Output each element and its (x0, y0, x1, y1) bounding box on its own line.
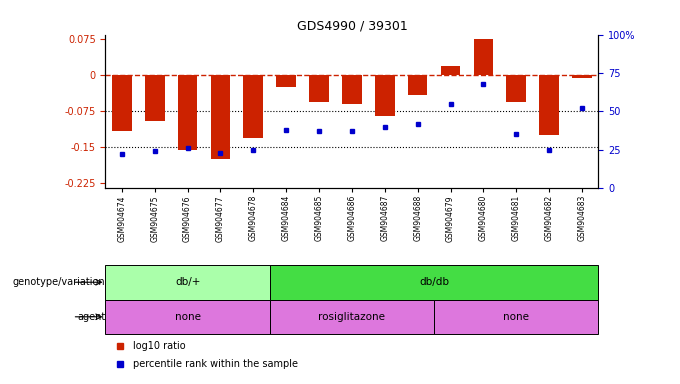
Title: GDS4990 / 39301: GDS4990 / 39301 (296, 19, 407, 32)
Text: agent: agent (77, 312, 105, 322)
Bar (105, 265, 270, 300)
Text: db/db: db/db (419, 277, 449, 287)
Bar (177, 75, 197, 150)
Text: db/+: db/+ (175, 277, 200, 287)
Bar (105, 300, 270, 334)
Bar (408, 75, 428, 94)
Bar (342, 75, 362, 104)
Bar (112, 75, 132, 131)
Bar (211, 75, 231, 159)
Text: none: none (503, 312, 529, 322)
Bar (270, 265, 598, 300)
Text: log10 ratio: log10 ratio (133, 341, 185, 351)
Text: percentile rank within the sample: percentile rank within the sample (133, 359, 298, 369)
Text: rosiglitazone: rosiglitazone (318, 312, 386, 322)
Bar (375, 75, 394, 116)
Bar (434, 300, 598, 334)
Text: none: none (175, 312, 201, 322)
Bar (309, 75, 329, 102)
Bar (539, 75, 559, 136)
Bar (441, 66, 460, 75)
Bar (270, 300, 434, 334)
Bar (572, 75, 592, 78)
Bar (243, 75, 263, 138)
Bar (145, 75, 165, 121)
Text: genotype/variation: genotype/variation (13, 277, 105, 287)
Bar (473, 40, 493, 75)
Bar (507, 75, 526, 102)
Bar (276, 75, 296, 88)
